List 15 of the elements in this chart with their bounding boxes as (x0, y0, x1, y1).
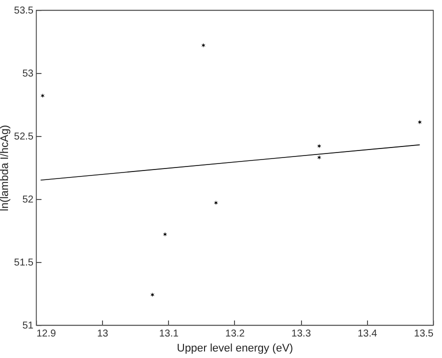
y-axis-title: ln(lambda I/hcAg) (0, 124, 12, 212)
x-tick-label: 13.5 (414, 328, 434, 340)
y-tick-label: 51.5 (14, 258, 34, 268)
x-tick-label: 12.9 (36, 328, 56, 340)
y-tick-label: 52 (22, 194, 34, 206)
y-tick-label: 53 (22, 68, 34, 80)
x-tick-label: 13.4 (358, 328, 378, 340)
y-tick-label: 52.5 (14, 132, 34, 142)
y-tick-label: 51 (22, 320, 34, 332)
y-tick-label: 53.5 (14, 6, 34, 16)
x-tick-label: 13.1 (159, 328, 179, 340)
x-axis-title: Upper level energy (eV) (176, 342, 294, 354)
x-tick-label: 13 (97, 328, 109, 340)
x-tick-label: 13.2 (225, 328, 246, 340)
x-tick-label: 13.3 (291, 328, 312, 340)
